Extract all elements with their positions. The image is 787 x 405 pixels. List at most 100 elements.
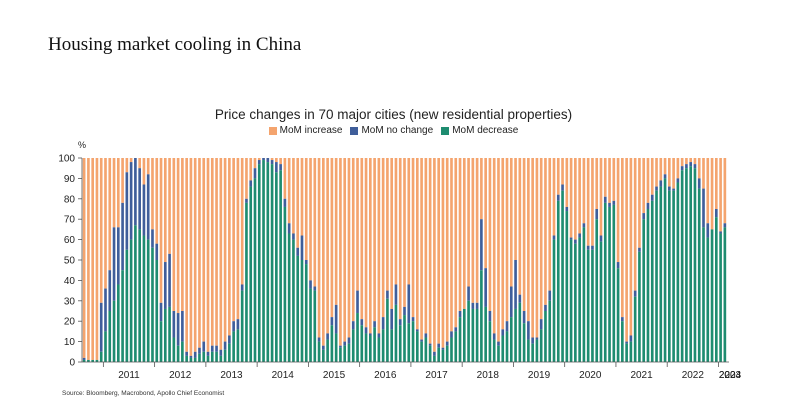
y-tick-label: 50 (64, 256, 76, 267)
bar-mom-nochange (82, 357, 86, 360)
bar-mom-nochange (467, 286, 470, 301)
chart-legend: MoM increase MoM no change MoM decrease (0, 125, 787, 136)
y-axis-unit: % (78, 140, 87, 150)
bar-mom-increase (697, 158, 701, 179)
bar-mom-decrease (586, 249, 590, 362)
bar-mom-decrease (279, 170, 282, 362)
bar-mom-nochange (544, 304, 547, 311)
bar-mom-increase (317, 158, 321, 338)
bar-mom-increase (206, 158, 210, 352)
bar-mom-increase (633, 158, 637, 291)
bar-mom-nochange (398, 319, 402, 326)
bar-mom-nochange (706, 223, 710, 238)
bar-mom-nochange (668, 186, 671, 191)
bar-mom-decrease (574, 243, 577, 362)
bar-mom-increase (407, 158, 411, 285)
bar-mom-increase (202, 158, 206, 342)
bar-mom-nochange (206, 351, 210, 356)
bar-mom-increase (608, 158, 611, 203)
bar-mom-decrease (138, 229, 141, 362)
legend-item-nochange: MoM no change (350, 125, 433, 136)
bar-mom-increase (275, 158, 278, 163)
bar-mom-nochange (535, 337, 539, 340)
bar-mom-nochange (317, 337, 321, 342)
bar-mom-increase (531, 158, 534, 338)
legend-swatch-decrease (441, 126, 450, 135)
bar-mom-nochange (304, 260, 308, 265)
bar-mom-nochange (689, 162, 693, 167)
bar-mom-decrease (215, 351, 218, 362)
bar-mom-decrease (99, 351, 103, 362)
bar-mom-decrease (351, 329, 355, 362)
page-title: Housing market cooling in China (48, 34, 302, 55)
bar-mom-increase (228, 158, 231, 336)
bar-mom-increase (501, 158, 505, 330)
legend-swatch-increase (268, 126, 277, 135)
bar-mom-increase (270, 158, 274, 161)
bar-mom-nochange (531, 337, 534, 344)
bar-mom-decrease (381, 329, 385, 362)
bar-mom-nochange (219, 349, 223, 356)
bar-mom-nochange (300, 235, 304, 260)
y-tick-label: 100 (58, 154, 75, 165)
bar-mom-nochange (488, 311, 492, 322)
bar-mom-increase (146, 158, 150, 175)
bar-mom-decrease (723, 227, 727, 362)
bar-mom-increase (163, 158, 167, 263)
bar-mom-decrease (116, 284, 120, 362)
bar-mom-decrease (394, 304, 398, 362)
bar-mom-increase (296, 158, 300, 248)
bar-mom-nochange (655, 186, 658, 191)
bar-mom-nochange (501, 329, 505, 336)
bar-mom-increase (292, 158, 295, 234)
bar-mom-decrease (672, 190, 675, 362)
bar-mom-nochange (646, 202, 650, 209)
bar-mom-increase (121, 158, 124, 203)
bar-mom-nochange (138, 168, 141, 230)
bar-mom-nochange (364, 327, 368, 334)
bar-mom-decrease (556, 200, 560, 362)
bar-mom-nochange (279, 164, 282, 171)
x-tick-label: 2023 (719, 370, 742, 381)
bar-mom-increase (330, 158, 334, 318)
bar-mom-increase (450, 158, 453, 332)
x-tick-label: 2021 (630, 370, 653, 381)
x-tick-label: 2024 (719, 370, 742, 381)
bar-mom-nochange (642, 213, 646, 220)
bar-mom-nochange (663, 174, 667, 179)
bar-mom-nochange (616, 262, 620, 269)
bar-mom-increase (219, 158, 223, 350)
bar-mom-decrease (343, 345, 347, 362)
bar-mom-nochange (373, 321, 376, 328)
bar-mom-increase (693, 158, 697, 165)
bar-mom-decrease (95, 359, 99, 362)
bar-mom-nochange (377, 333, 381, 338)
bar-mom-increase (415, 158, 419, 330)
bar-mom-increase (710, 158, 714, 230)
bar-mom-nochange (125, 172, 129, 250)
bar-mom-decrease (582, 227, 586, 362)
bar-mom-decrease (561, 190, 564, 362)
bar-mom-nochange (390, 308, 394, 330)
y-tick-label: 90 (64, 174, 76, 185)
bar-mom-decrease (300, 260, 304, 362)
bar-mom-increase (300, 158, 304, 236)
bar-mom-nochange (262, 158, 265, 161)
bar-mom-increase (471, 158, 475, 303)
bar-mom-decrease (155, 260, 159, 362)
x-tick-label: 2022 (682, 370, 705, 381)
bar-mom-nochange (202, 341, 206, 352)
bar-mom-decrease (663, 178, 667, 362)
bar-mom-decrease (535, 339, 539, 362)
bar-mom-nochange (561, 184, 564, 191)
bar-mom-nochange (394, 284, 398, 305)
bar-mom-increase (689, 158, 693, 163)
bar-mom-decrease (548, 300, 552, 362)
bar-mom-nochange (326, 333, 329, 340)
bar-mom-increase (591, 158, 594, 246)
bar-mom-decrease (202, 351, 206, 362)
legend-label-increase: MoM increase (279, 125, 343, 136)
bar-mom-nochange (351, 321, 355, 330)
bar-mom-decrease (240, 290, 244, 362)
bar-mom-increase (172, 158, 176, 311)
